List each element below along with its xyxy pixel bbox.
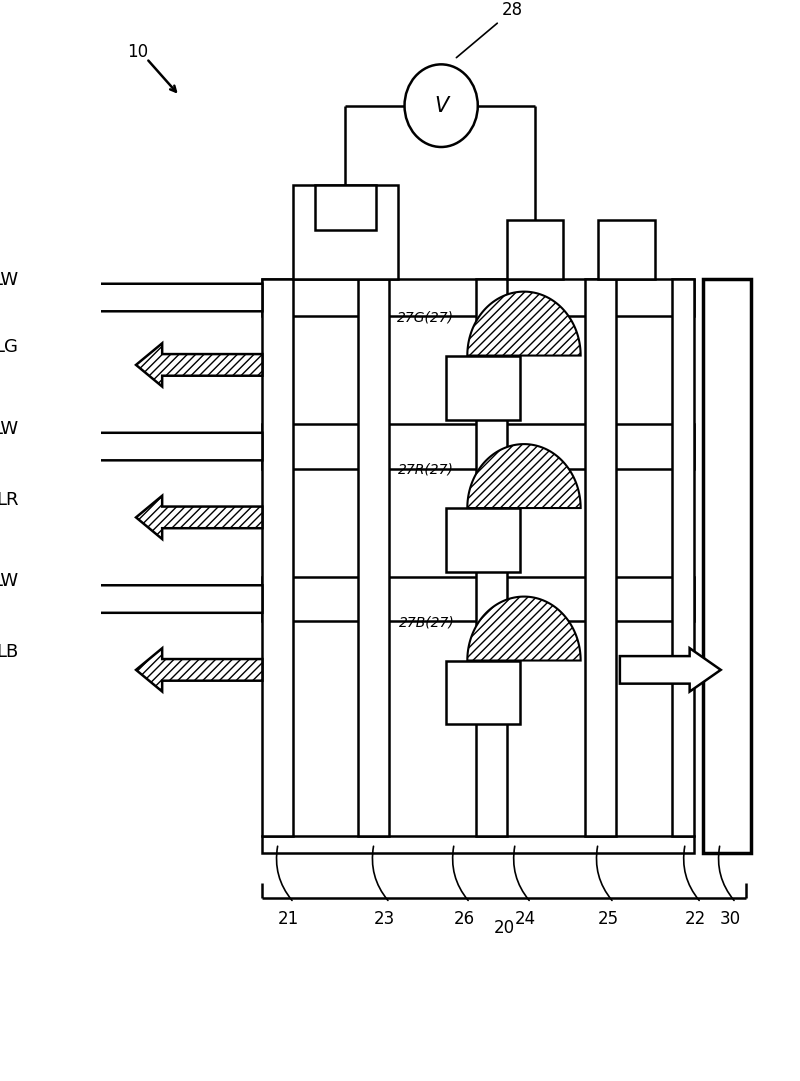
Text: 27R(27): 27R(27) [398, 463, 454, 477]
Polygon shape [620, 649, 721, 692]
Text: LW: LW [0, 271, 18, 289]
Bar [585, 279, 615, 836]
Text: 10: 10 [127, 42, 148, 61]
Text: LR: LR [0, 491, 18, 509]
Text: 24: 24 [515, 910, 536, 929]
Bar [506, 219, 563, 279]
Polygon shape [136, 344, 262, 387]
Text: LW: LW [0, 572, 18, 590]
Bar [672, 279, 694, 836]
Polygon shape [467, 444, 581, 508]
Bar [262, 279, 293, 836]
Text: 22: 22 [685, 910, 706, 929]
Text: 27B(27): 27B(27) [398, 615, 454, 629]
Bar [446, 660, 520, 724]
Bar [446, 356, 520, 419]
Bar [262, 836, 694, 853]
Polygon shape [34, 272, 262, 323]
Text: 25: 25 [598, 910, 619, 929]
Polygon shape [136, 496, 262, 539]
Bar [446, 508, 520, 572]
Bar [358, 279, 389, 836]
Polygon shape [467, 292, 581, 356]
Polygon shape [467, 597, 581, 660]
Text: 28: 28 [456, 1, 523, 57]
Polygon shape [34, 573, 262, 625]
Polygon shape [34, 421, 262, 472]
Text: 20: 20 [494, 919, 515, 937]
Text: V: V [434, 96, 448, 116]
Text: LW: LW [0, 419, 18, 438]
Bar [598, 219, 654, 279]
Bar [293, 185, 398, 279]
Bar [262, 577, 694, 622]
Bar [262, 279, 694, 317]
Bar [314, 185, 376, 229]
Text: 23: 23 [374, 910, 395, 929]
Text: LB: LB [0, 643, 18, 662]
Text: 26: 26 [454, 910, 475, 929]
Bar [476, 279, 506, 836]
Text: LG: LG [0, 338, 18, 357]
Text: 21: 21 [278, 910, 299, 929]
Bar [702, 279, 750, 853]
Polygon shape [136, 649, 262, 692]
Bar [262, 425, 694, 469]
Circle shape [405, 65, 478, 147]
Text: 30: 30 [720, 910, 741, 929]
Text: 27G(27): 27G(27) [398, 310, 454, 324]
